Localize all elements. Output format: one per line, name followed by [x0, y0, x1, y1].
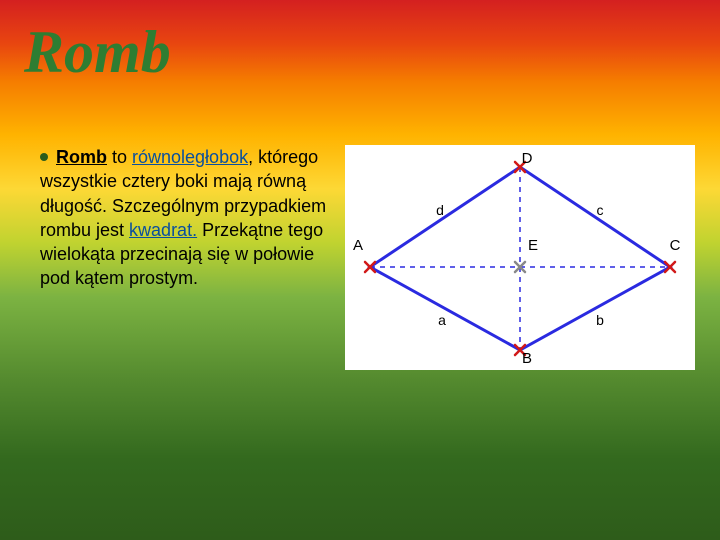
link-rownoleglobok[interactable]: równoległobok — [132, 147, 248, 167]
seg1: to — [107, 147, 132, 167]
svg-text:d: d — [436, 202, 444, 218]
svg-text:E: E — [528, 237, 538, 254]
text-column: Romb to równoległobok, którego wszystkie… — [40, 145, 335, 370]
svg-text:c: c — [597, 202, 604, 218]
body-paragraph: Romb to równoległobok, którego wszystkie… — [40, 145, 335, 291]
svg-text:a: a — [438, 312, 446, 328]
svg-text:C: C — [670, 237, 681, 254]
content-row: Romb to równoległobok, którego wszystkie… — [40, 145, 695, 370]
svg-text:B: B — [522, 350, 532, 367]
bullet-icon — [40, 153, 48, 161]
rhombus-diagram: A B C D Ea b c d — [345, 145, 695, 370]
link-kwadrat[interactable]: kwadrat. — [129, 220, 197, 240]
svg-text:D: D — [522, 150, 533, 167]
rhombus-svg: A B C D Ea b c d — [345, 145, 695, 370]
svg-text:b: b — [596, 312, 604, 328]
lead-bold: Romb — [56, 147, 107, 167]
svg-text:A: A — [353, 237, 363, 254]
slide-title: Romb — [24, 18, 171, 87]
